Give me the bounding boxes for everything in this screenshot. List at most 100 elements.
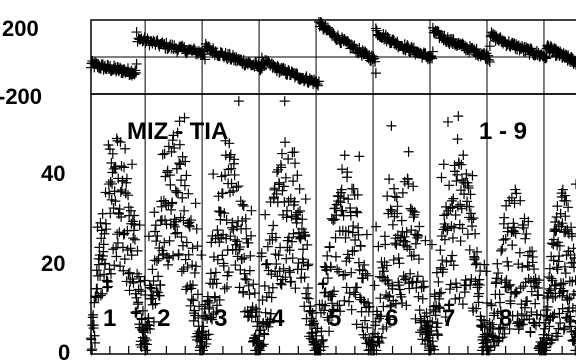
amplitude-point [557,303,568,314]
amplitude-point [114,204,125,215]
amplitude-point [433,330,444,341]
amplitude-point [159,148,170,159]
amplitude-point [332,264,343,275]
amplitude-point [127,159,138,170]
amplitude-point [459,287,470,298]
amplitude-point [153,271,164,282]
amplitude-point [397,187,408,198]
amplitude-point [288,176,299,187]
amplitude-point [565,321,576,332]
amplitude-point [360,268,371,279]
amplitude-point [265,308,276,319]
amplitude-point [470,228,481,239]
phase-point [431,28,442,39]
amplitude-point [384,314,395,325]
amplitude-point [163,141,174,152]
amplitude-point [294,206,305,217]
amplitude-point [481,266,492,277]
amplitude-point [288,228,299,239]
amplitude-point [284,245,295,256]
amplitude-point [320,300,331,311]
amplitude-point [147,299,158,310]
amplitude-point [347,246,358,257]
amplitude-point [145,282,156,293]
amplitude-point [529,318,540,329]
amplitude-point [229,154,240,165]
amplitude-point [210,267,221,278]
amplitude-point [462,196,473,207]
amplitude-point [531,277,542,288]
amplitude-point [327,298,338,309]
amplitude-point [284,265,295,276]
amplitude-point [407,205,418,216]
amplitude-point [346,304,357,315]
amplitude-point [381,260,392,271]
amplitude-point [211,278,222,289]
amplitude-point [572,335,576,338]
amplitude-point [212,225,223,236]
amplitude-point [461,169,472,180]
amplitude-point [550,226,561,237]
amplitude-point [281,205,292,216]
amplitude-point [271,189,282,200]
amplitude-point [260,259,271,270]
amplitude-point [179,205,190,216]
amplitude-point [452,169,463,180]
amplitude-point [125,243,136,254]
amplitude-point [444,299,455,310]
ytick-amp-40: 40 [41,161,65,186]
amplitude-point [500,233,511,244]
amplitude-point [260,307,271,318]
amplitude-point [346,267,357,278]
amplitude-point [334,300,345,311]
amplitude-point [167,135,178,146]
amplitude-point [164,170,175,181]
amplitude-point [220,170,231,181]
phase-point [383,32,394,43]
amplitude-point [267,282,278,293]
amplitude-point [182,262,193,273]
amplitude-point [207,314,218,325]
amplitude-point [245,250,256,261]
amplitude-point [457,223,468,234]
amplitude-point [209,274,220,285]
amplitude-point [180,156,191,167]
amplitude-point [252,316,263,327]
amplitude-point [92,283,103,294]
amplitude-point [557,184,568,195]
amplitude-point [129,234,140,245]
amplitude-point [355,241,366,252]
amplitude-point [394,258,405,269]
amplitude-point [179,180,190,191]
amplitude-point [330,232,341,243]
amplitude-point [167,197,178,208]
amplitude-point [560,211,571,222]
amplitude-point [444,284,455,295]
amplitude-point [117,242,128,253]
amplitude-point [351,319,362,330]
amplitude-point [171,216,182,227]
amplitude-point [290,158,301,169]
amplitude-point [226,163,237,174]
phase-point [130,67,141,78]
amplitude-point [135,276,146,287]
amplitude-point [208,169,219,180]
amplitude-point [515,283,526,294]
amplitude-point [278,181,289,192]
segment-label: 8 [499,305,512,332]
amplitude-point [572,319,576,322]
amplitude-point [286,236,297,247]
amplitude-point [438,159,449,170]
amplitude-point [521,228,532,239]
amplitude-point [105,208,116,219]
amplitude-point [450,209,461,220]
amplitude-point [560,190,571,201]
amplitude-point [280,272,291,283]
amplitude-point [188,295,199,306]
amplitude-point [339,150,350,161]
amplitude-point [560,268,571,279]
amplitude-point [520,233,531,244]
amplitude-point [120,143,131,154]
amplitude-point [467,221,478,232]
phase-point [572,62,576,65]
